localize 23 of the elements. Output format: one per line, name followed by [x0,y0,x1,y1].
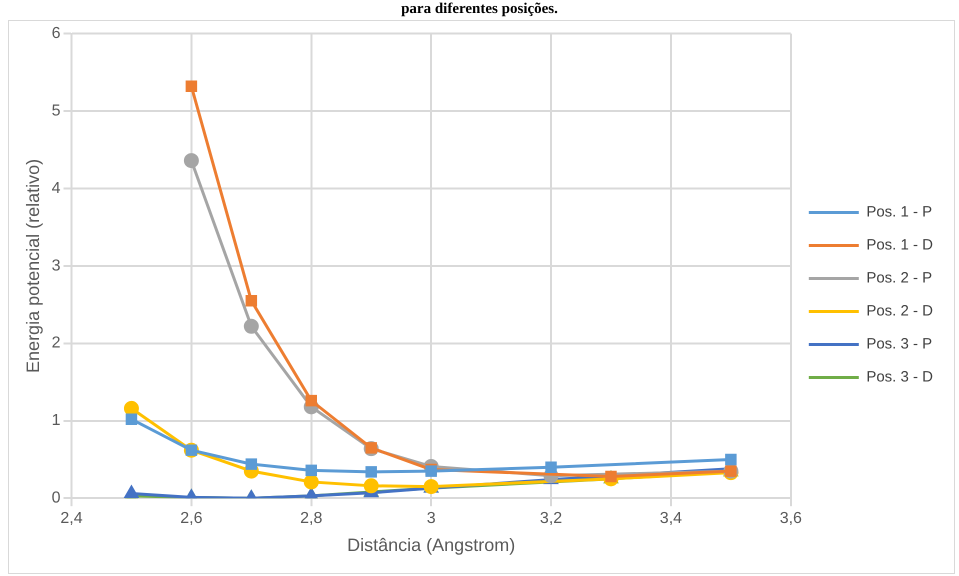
x-tick-label: 2,8 [300,510,322,528]
y-tick-label: 3 [52,257,61,274]
legend-label: Pos. 1 - D [866,236,934,254]
x-tick-label: 3 [426,510,436,528]
y-tick-label: 4 [52,180,61,197]
y-tick-label: 2 [52,334,61,352]
y-tick-label: 0 [52,490,61,507]
x-tick-label: 2,4 [60,510,83,528]
legend-label: Pos. 2 - D [866,302,934,320]
legend-label: Pos. 1 - P [866,204,932,221]
y-tick-label: 6 [52,25,61,42]
x-tick-label: 3,2 [540,510,562,528]
chart-title: para diferentes posições. [400,0,559,18]
x-tick-label: 3,4 [660,510,682,528]
y-axis-title: Energia potencial (relativo) [22,158,43,373]
x-tick-label: 3,6 [780,510,802,528]
legend-label: Pos. 3 - P [866,336,932,353]
x-axis-title: Distância (Angstrom) [347,535,516,556]
x-tick-label: 2,6 [180,510,203,528]
legend-label: Pos. 3 - D [866,368,934,386]
y-tick-label: 1 [52,412,61,430]
y-tick-label: 5 [52,102,61,120]
legend-label: Pos. 2 - P [866,270,932,287]
